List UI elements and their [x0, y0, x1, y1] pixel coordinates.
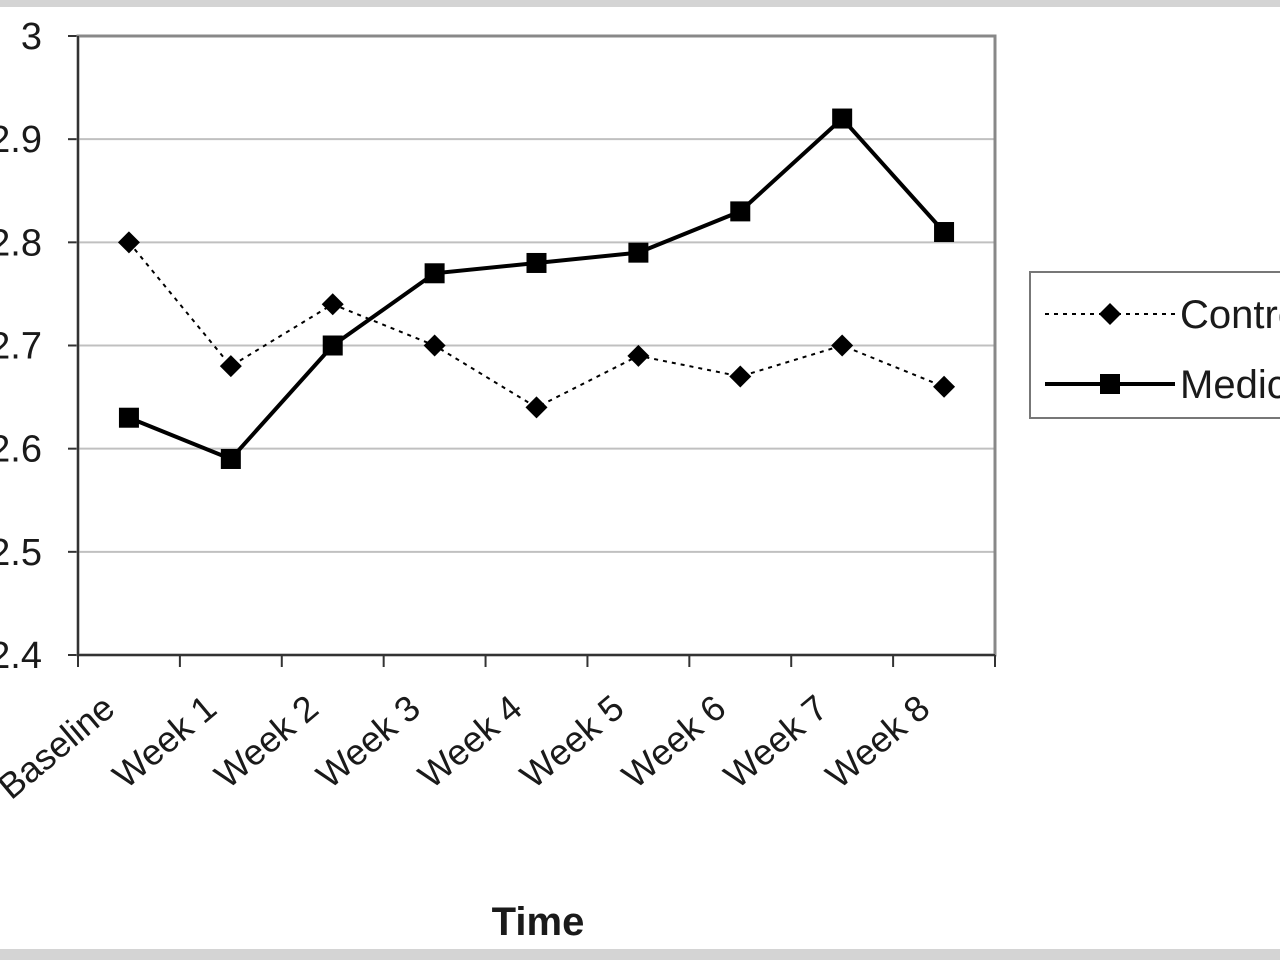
data-point [628, 242, 649, 263]
x-tick-label: Week 7 [716, 687, 835, 796]
data-point [831, 334, 854, 357]
data-point [322, 335, 343, 356]
y-tick-label: 2.8 [0, 222, 42, 264]
data-point [729, 365, 752, 388]
legend-marker [1099, 303, 1121, 325]
data-point [627, 344, 650, 367]
data-point [526, 252, 547, 273]
data-point [220, 448, 241, 469]
legend-label: Control [1180, 293, 1280, 337]
data-point [424, 263, 445, 284]
y-tick-label: 3 [21, 16, 42, 58]
x-tick-label: Week 8 [818, 687, 937, 796]
data-point [933, 375, 956, 398]
y-tick-label: 2.9 [0, 119, 42, 161]
y-tick-label: 2.5 [0, 532, 42, 574]
legend-label: Medication [1180, 363, 1280, 407]
bottom-border [0, 949, 1280, 960]
x-tick-label: Week 3 [308, 687, 427, 796]
data-point [118, 407, 139, 428]
x-tick-label: Baseline [0, 687, 122, 807]
y-tick-label: 2.6 [0, 429, 42, 471]
x-axis-title: Time [492, 900, 585, 944]
data-point [321, 293, 344, 316]
legend-box [1029, 271, 1280, 419]
data-point [730, 201, 751, 222]
y-tick-label: 2.7 [0, 326, 42, 368]
data-point [525, 396, 548, 419]
y-tick-label: 2.4 [0, 635, 42, 677]
data-point [117, 231, 140, 254]
x-tick-label: Week 5 [512, 687, 631, 796]
data-point [423, 334, 446, 357]
x-tick-label: Week 6 [614, 687, 733, 796]
x-tick-label: Week 1 [105, 687, 224, 796]
legend-marker [1100, 374, 1120, 394]
data-point [219, 355, 242, 378]
top-border [0, 0, 1280, 7]
x-tick-label: Week 2 [207, 687, 326, 796]
data-point [934, 222, 955, 243]
series-line [128, 241, 945, 409]
x-tick-label: Week 4 [410, 687, 529, 796]
data-point [832, 108, 853, 129]
